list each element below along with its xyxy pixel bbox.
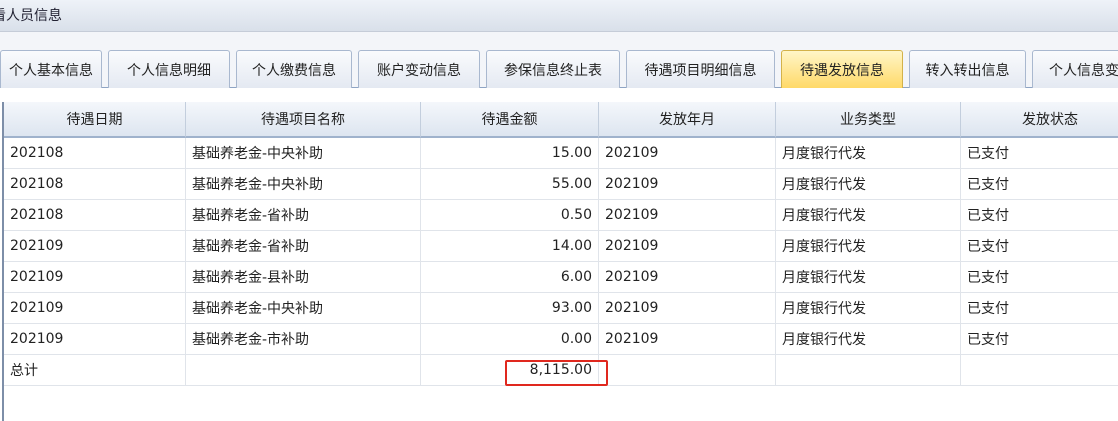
table-cell: 0.00 xyxy=(421,324,599,355)
table-cell: 202109 xyxy=(599,200,776,231)
table-cell xyxy=(599,355,776,386)
table-cell: 202109 xyxy=(4,293,186,324)
table-cell: 月度银行代发 xyxy=(776,138,961,169)
tab[interactable]: 待遇发放信息 xyxy=(781,50,903,88)
table-cell: 202108 xyxy=(4,169,186,200)
table-cell: 基础养老金-中央补助 xyxy=(186,293,421,324)
table-cell: 202109 xyxy=(599,169,776,200)
table-cell: 基础养老金-县补助 xyxy=(186,262,421,293)
table-cell: 月度银行代发 xyxy=(776,293,961,324)
table-cell: 已支付 xyxy=(961,200,1118,231)
table-cell: 202109 xyxy=(599,138,776,169)
table-cell: 基础养老金-省补助 xyxy=(186,231,421,262)
table-cell: 基础养老金-市补助 xyxy=(186,324,421,355)
data-grid xyxy=(2,102,1118,421)
column-header[interactable]: 待遇项目名称 xyxy=(186,102,421,138)
table-cell: 15.00 xyxy=(421,138,599,169)
table-cell: 202108 xyxy=(4,138,186,169)
table-cell: 202109 xyxy=(599,262,776,293)
table-cell: 月度银行代发 xyxy=(776,169,961,200)
table-cell: 202109 xyxy=(599,293,776,324)
table-cell: 已支付 xyxy=(961,262,1118,293)
column-header[interactable]: 发放年月 xyxy=(599,102,776,138)
column-header[interactable]: 待遇日期 xyxy=(4,102,186,138)
table-cell: 202108 xyxy=(4,200,186,231)
table-cell: 基础养老金-省补助 xyxy=(186,200,421,231)
table-cell xyxy=(186,355,421,386)
total-label: 总计 xyxy=(4,355,186,386)
tab[interactable]: 个人信息明细 xyxy=(108,50,230,88)
table-cell: 202109 xyxy=(4,324,186,355)
tab[interactable]: 个人信息变 xyxy=(1032,50,1118,88)
highlight-box xyxy=(505,360,608,386)
tab[interactable]: 待遇项目明细信息 xyxy=(626,50,775,88)
tab[interactable]: 个人缴费信息 xyxy=(236,50,352,88)
table-cell: 202109 xyxy=(4,231,186,262)
table-cell: 0.50 xyxy=(421,200,599,231)
table-cell: 已支付 xyxy=(961,169,1118,200)
table-cell: 已支付 xyxy=(961,324,1118,355)
table-cell: 已支付 xyxy=(961,138,1118,169)
tab[interactable]: 转入转出信息 xyxy=(909,50,1026,88)
table-cell: 月度银行代发 xyxy=(776,262,961,293)
table-cell: 55.00 xyxy=(421,169,599,200)
table-cell: 202109 xyxy=(4,262,186,293)
table-cell: 基础养老金-中央补助 xyxy=(186,138,421,169)
column-header[interactable]: 业务类型 xyxy=(776,102,961,138)
table-cell xyxy=(961,355,1118,386)
table-cell xyxy=(776,355,961,386)
table-cell: 月度银行代发 xyxy=(776,200,961,231)
table-cell: 202109 xyxy=(599,324,776,355)
column-header[interactable]: 发放状态 xyxy=(961,102,1118,138)
column-header[interactable]: 待遇金额 xyxy=(421,102,599,138)
tab[interactable]: 个人基本信息 xyxy=(0,50,102,88)
table-cell: 月度银行代发 xyxy=(776,324,961,355)
title-bar: 看人员信息 xyxy=(0,0,1118,32)
table-cell: 已支付 xyxy=(961,293,1118,324)
table-cell: 6.00 xyxy=(421,262,599,293)
window-title: 看人员信息 xyxy=(0,8,62,24)
table-cell: 202109 xyxy=(599,231,776,262)
tab[interactable]: 参保信息终止表 xyxy=(486,50,620,88)
table-cell: 基础养老金-中央补助 xyxy=(186,169,421,200)
table-cell: 14.00 xyxy=(421,231,599,262)
tab[interactable]: 账户变动信息 xyxy=(358,50,480,88)
table-cell: 已支付 xyxy=(961,231,1118,262)
table-cell: 月度银行代发 xyxy=(776,231,961,262)
table-cell: 93.00 xyxy=(421,293,599,324)
